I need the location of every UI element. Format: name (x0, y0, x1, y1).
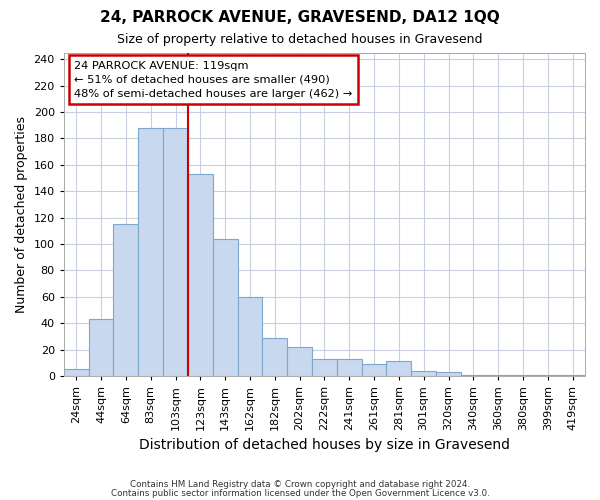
X-axis label: Distribution of detached houses by size in Gravesend: Distribution of detached houses by size … (139, 438, 510, 452)
Bar (362, 364, 386, 376)
Bar (238, 297, 262, 376)
Bar (163, 128, 188, 376)
Text: Contains HM Land Registry data © Crown copyright and database right 2024.: Contains HM Land Registry data © Crown c… (130, 480, 470, 489)
Bar (511, 374, 535, 376)
Bar (113, 224, 138, 376)
Bar (486, 374, 511, 376)
Bar (287, 347, 312, 376)
Bar (386, 362, 411, 376)
Bar (89, 319, 113, 376)
Text: 24 PARROCK AVENUE: 119sqm
← 51% of detached houses are smaller (490)
48% of semi: 24 PARROCK AVENUE: 119sqm ← 51% of detac… (74, 60, 353, 98)
Text: Size of property relative to detached houses in Gravesend: Size of property relative to detached ho… (117, 32, 483, 46)
Bar (337, 359, 362, 376)
Text: Contains public sector information licensed under the Open Government Licence v3: Contains public sector information licen… (110, 489, 490, 498)
Bar (213, 238, 238, 376)
Bar (262, 338, 287, 376)
Bar (138, 128, 163, 376)
Bar (411, 370, 436, 376)
Bar (461, 374, 486, 376)
Bar (64, 370, 89, 376)
Bar (560, 374, 585, 376)
Bar (436, 372, 461, 376)
Text: 24, PARROCK AVENUE, GRAVESEND, DA12 1QQ: 24, PARROCK AVENUE, GRAVESEND, DA12 1QQ (100, 10, 500, 25)
Bar (188, 174, 213, 376)
Bar (535, 374, 560, 376)
Y-axis label: Number of detached properties: Number of detached properties (15, 116, 28, 313)
Bar (312, 359, 337, 376)
